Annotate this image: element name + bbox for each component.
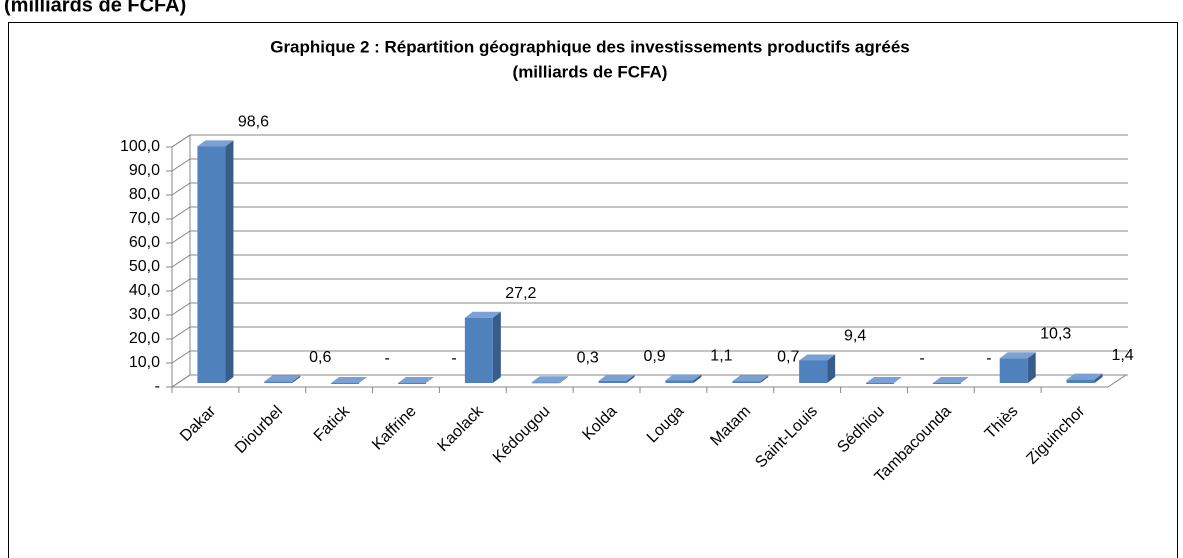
grid-line [171, 278, 1128, 292]
y-tick-label: - [155, 378, 160, 395]
floor [170, 374, 1128, 388]
y-tick-label: 20,0 [129, 330, 160, 347]
bar-side [827, 354, 836, 383]
bar-top [531, 376, 568, 383]
bar-side [492, 311, 501, 383]
bar-side [1094, 373, 1103, 383]
bar-top [665, 374, 702, 381]
bar-side [1027, 352, 1036, 383]
bar-side [292, 375, 301, 383]
chart-title: Graphique 2 : Répartition géographique d… [270, 37, 910, 56]
bar-top [799, 354, 836, 361]
page-heading: (milliards de FCFA) [4, 0, 186, 16]
value-label: 9,4 [844, 328, 866, 345]
y-tick-label: 30,0 [129, 306, 160, 323]
bar [531, 382, 560, 384]
grid-line [171, 302, 1128, 316]
bar-top [999, 352, 1036, 359]
y-tick-label: 90,0 [129, 162, 160, 179]
value-label: - [919, 350, 924, 367]
value-label: 98,6 [238, 114, 269, 131]
bar [398, 383, 426, 384]
y-tick-label: 100,0 [120, 138, 160, 155]
bar-side [760, 375, 769, 383]
bar-top [331, 377, 368, 383]
value-label: 27,2 [505, 285, 536, 302]
value-label: 10,3 [1040, 325, 1071, 342]
grid-line [171, 230, 1128, 244]
bar-top [866, 377, 902, 383]
bar [999, 358, 1028, 383]
y-tick-label: 40,0 [129, 282, 160, 299]
y-tick-label: 80,0 [129, 186, 160, 203]
bar-top [1066, 373, 1103, 380]
value-label: 0,9 [643, 348, 665, 365]
bar [665, 380, 694, 383]
value-label: 0,7 [777, 349, 799, 366]
bar-top [398, 377, 434, 383]
y-tick-label: 60,0 [129, 234, 160, 251]
bar-top [197, 140, 234, 147]
bar [932, 383, 961, 384]
value-label: 0,6 [309, 349, 331, 366]
bar [464, 317, 493, 383]
bar [331, 383, 360, 384]
grid-line [171, 206, 1128, 220]
bar [732, 381, 761, 383]
bar [866, 383, 894, 384]
bar-top [464, 311, 501, 318]
y-tick-label: 10,0 [129, 354, 160, 371]
bar [1066, 379, 1095, 383]
grid-line [171, 182, 1128, 196]
bar-top [932, 377, 969, 383]
grid-line [171, 350, 1128, 364]
bar [264, 381, 293, 383]
value-label: 0,3 [577, 349, 599, 366]
bar [598, 380, 627, 383]
grid-line [171, 134, 1128, 148]
bar-top [264, 375, 301, 382]
bar-side [559, 376, 568, 383]
value-label: - [384, 350, 389, 367]
bar-side [225, 140, 234, 383]
value-label: 1,4 [1111, 347, 1133, 364]
bar-side [626, 374, 635, 383]
value-label: 1,1 [710, 348, 732, 365]
grid-line [171, 326, 1128, 340]
y-tick-label: 70,0 [129, 210, 160, 227]
value-label: - [986, 350, 991, 367]
grid-line [171, 158, 1128, 172]
chart-subtitle: (milliards de FCFA) [513, 62, 668, 81]
y-tick-label: 50,0 [129, 258, 160, 275]
bar-top [598, 374, 635, 381]
bar-side [693, 374, 702, 383]
bar-top [732, 375, 769, 382]
bar [799, 360, 828, 383]
bar [197, 146, 226, 383]
grid-line [171, 254, 1128, 268]
value-label: - [451, 350, 456, 367]
